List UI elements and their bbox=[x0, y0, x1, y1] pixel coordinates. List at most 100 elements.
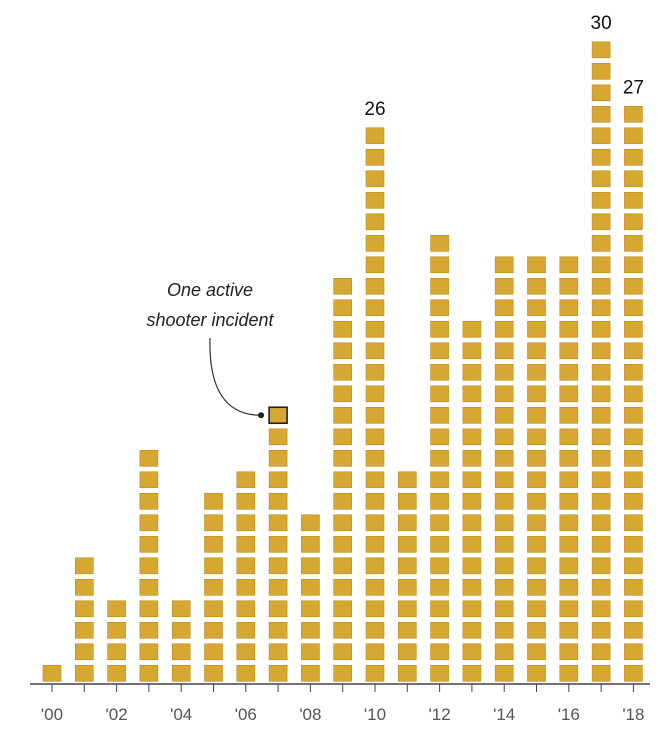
tick-label: '12 bbox=[429, 705, 451, 724]
bar-2009 bbox=[333, 277, 353, 682]
unit-square bbox=[365, 320, 385, 338]
unit-square bbox=[462, 557, 482, 575]
unit-square bbox=[624, 600, 643, 618]
unit-square bbox=[559, 385, 579, 403]
tick-label: '06 bbox=[235, 705, 257, 724]
unit-square bbox=[268, 578, 288, 596]
unit-square bbox=[236, 514, 256, 532]
unit-square bbox=[430, 643, 449, 661]
unit-square bbox=[268, 643, 288, 661]
unit-square bbox=[462, 471, 482, 489]
value-labels: 26 30 27 bbox=[364, 13, 644, 120]
unit-square bbox=[365, 277, 385, 295]
unit-square bbox=[559, 621, 579, 639]
unit-square bbox=[591, 62, 611, 80]
annotation-callout-line bbox=[209, 337, 262, 416]
unit-square bbox=[107, 621, 126, 639]
unit-square bbox=[333, 514, 353, 532]
unit-square bbox=[397, 578, 417, 596]
value-label: 26 bbox=[364, 99, 385, 120]
unit-square bbox=[333, 320, 353, 338]
unit-square bbox=[591, 170, 611, 188]
unit-square bbox=[624, 106, 643, 123]
unit-square bbox=[268, 535, 288, 553]
unit-square bbox=[430, 299, 449, 317]
bar-2007 bbox=[268, 406, 288, 682]
unit-square bbox=[591, 192, 611, 209]
unit-square bbox=[624, 170, 643, 188]
unit-square bbox=[333, 449, 353, 467]
unit-square bbox=[559, 363, 579, 381]
unit-square bbox=[333, 299, 353, 317]
unit-square bbox=[494, 277, 514, 295]
bar-2017 bbox=[591, 41, 611, 682]
unit-square bbox=[365, 643, 385, 661]
unit-square bbox=[204, 535, 223, 553]
unit-square bbox=[624, 192, 643, 209]
unit-square bbox=[591, 342, 611, 360]
unit-square bbox=[333, 428, 353, 446]
unit-square bbox=[591, 84, 611, 102]
unit-square bbox=[494, 600, 514, 618]
bar-2015 bbox=[527, 256, 546, 682]
unit-square bbox=[591, 277, 611, 295]
unit-square bbox=[333, 385, 353, 403]
unit-square bbox=[591, 600, 611, 618]
unit-square bbox=[559, 299, 579, 317]
unit-square bbox=[365, 299, 385, 317]
unit-square bbox=[494, 320, 514, 338]
unit-square bbox=[171, 664, 191, 682]
unit-square bbox=[591, 428, 611, 446]
unit-square bbox=[559, 406, 579, 424]
unit-square bbox=[624, 535, 643, 553]
unit-square bbox=[591, 449, 611, 467]
unit-square bbox=[430, 621, 449, 639]
unit-square bbox=[591, 471, 611, 489]
tick-label: '02 bbox=[106, 705, 128, 724]
unit-square bbox=[559, 535, 579, 553]
unit-square bbox=[139, 514, 159, 532]
unit-square bbox=[397, 557, 417, 575]
unit-square bbox=[301, 514, 320, 532]
unit-square bbox=[527, 492, 546, 510]
unit-square bbox=[397, 535, 417, 553]
unit-square bbox=[624, 578, 643, 596]
unit-square bbox=[494, 643, 514, 661]
unit-square bbox=[559, 342, 579, 360]
unit-square bbox=[75, 600, 94, 618]
unit-square bbox=[365, 192, 385, 209]
unit-square bbox=[139, 643, 159, 661]
unit-square bbox=[236, 471, 256, 489]
unit-square bbox=[430, 406, 449, 424]
tick-label: '14 bbox=[493, 705, 515, 724]
unit-square bbox=[591, 256, 611, 274]
unit-square bbox=[559, 664, 579, 682]
unit-square bbox=[268, 600, 288, 618]
unit-square bbox=[301, 600, 320, 618]
unit-square bbox=[591, 385, 611, 403]
unit-square bbox=[301, 557, 320, 575]
unit-square bbox=[591, 621, 611, 639]
tick-label: '08 bbox=[299, 705, 321, 724]
unit-square bbox=[204, 578, 223, 596]
bar-2012 bbox=[430, 235, 449, 682]
unit-square bbox=[624, 643, 643, 661]
unit-square bbox=[171, 600, 191, 618]
unit-square bbox=[333, 406, 353, 424]
unit-square bbox=[462, 664, 482, 682]
unit-square bbox=[430, 664, 449, 682]
unit-square bbox=[462, 578, 482, 596]
unit-square bbox=[527, 428, 546, 446]
unit-square bbox=[333, 535, 353, 553]
unit-square bbox=[624, 664, 643, 682]
unit-square bbox=[268, 471, 288, 489]
unit-square bbox=[527, 406, 546, 424]
unit-square bbox=[624, 385, 643, 403]
unit-square bbox=[236, 643, 256, 661]
unit-square bbox=[559, 428, 579, 446]
unit-square bbox=[591, 235, 611, 252]
value-label: 27 bbox=[623, 78, 644, 99]
unit-square bbox=[591, 492, 611, 510]
bars-layer bbox=[42, 41, 643, 682]
bar-2010 bbox=[365, 127, 385, 682]
